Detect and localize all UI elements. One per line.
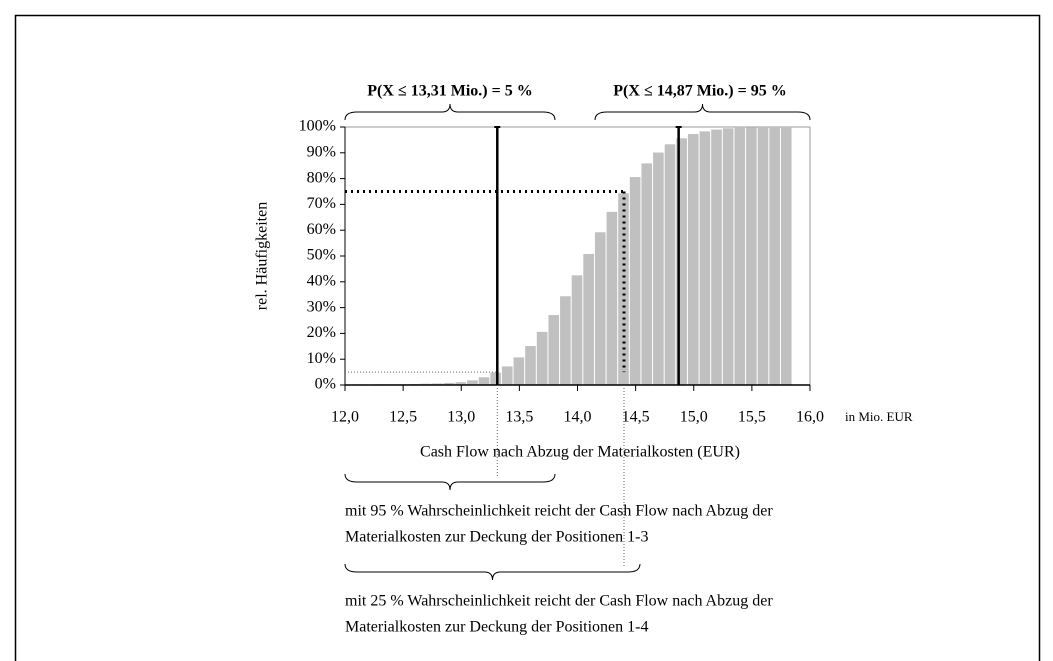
bar	[536, 331, 548, 385]
bar	[432, 383, 443, 385]
bar	[711, 129, 722, 385]
x-unit: in Mio. EUR	[845, 409, 913, 424]
bar	[687, 133, 699, 385]
x-tick-label: 15,5	[738, 409, 766, 426]
x-tick-label: 14,0	[564, 409, 592, 426]
bar	[455, 382, 467, 385]
note: Materialkosten zur Deckung der Positione…	[345, 619, 648, 636]
frame	[14, 14, 1041, 661]
y-tick-label: 100%	[299, 118, 336, 135]
bar	[676, 138, 687, 385]
bar	[583, 253, 594, 385]
y-tick-label: 70%	[307, 195, 336, 212]
bar	[560, 296, 571, 385]
bar	[769, 127, 780, 385]
x-tick-label: 13,0	[447, 409, 475, 426]
note: mit 95 % Wahrscheinlichkeit reicht der C…	[345, 503, 773, 520]
bar	[780, 127, 792, 385]
brace	[344, 563, 641, 581]
x-tick-label: 14,5	[622, 409, 650, 426]
bar	[478, 377, 490, 385]
note: Materialkosten zur Deckung der Positione…	[345, 529, 648, 546]
x-tick-label: 16,0	[796, 409, 824, 426]
bar	[490, 372, 501, 385]
bar	[606, 211, 618, 385]
note: mit 25 % Wahrscheinlichkeit reicht der C…	[345, 593, 773, 610]
bar	[467, 380, 478, 385]
y-tick-label: 40%	[307, 272, 336, 289]
brace	[344, 473, 556, 491]
bar	[548, 315, 560, 385]
bar	[501, 366, 513, 385]
bar	[664, 144, 676, 385]
annotation: P(X ≤ 14,87 Mio.) = 95 %	[613, 83, 786, 100]
bar	[653, 152, 664, 385]
y-tick-label: 20%	[307, 324, 336, 341]
bar	[513, 357, 525, 385]
x-axis-label: Cash Flow nach Abzug der Materialkosten …	[420, 444, 740, 461]
y-tick-label: 80%	[307, 169, 336, 186]
bar	[757, 127, 769, 385]
x-tick-label: 15,0	[680, 409, 708, 426]
brace	[594, 103, 811, 121]
bar	[571, 275, 583, 385]
y-tick-label: 0%	[315, 376, 336, 393]
bar	[525, 346, 536, 385]
bar	[594, 232, 606, 385]
x-tick-label: 13,5	[505, 409, 533, 426]
annotation: P(X ≤ 13,31 Mio.) = 5 %	[367, 83, 532, 100]
y-tick-label: 30%	[307, 298, 336, 315]
bar	[443, 382, 455, 385]
x-tick-label: 12,0	[331, 409, 359, 426]
y-axis-label: rel. Häufigkeiten	[254, 202, 271, 310]
bar	[699, 131, 711, 385]
y-tick-label: 50%	[307, 247, 336, 264]
bar	[641, 163, 653, 385]
bar	[722, 128, 734, 386]
x-tick-label: 12,5	[389, 409, 417, 426]
y-tick-label: 90%	[307, 143, 336, 160]
bar	[746, 127, 757, 386]
y-tick-label: 10%	[307, 350, 336, 367]
bar	[629, 177, 641, 385]
y-tick-label: 60%	[307, 221, 336, 238]
bar	[734, 127, 746, 386]
brace	[344, 103, 556, 121]
